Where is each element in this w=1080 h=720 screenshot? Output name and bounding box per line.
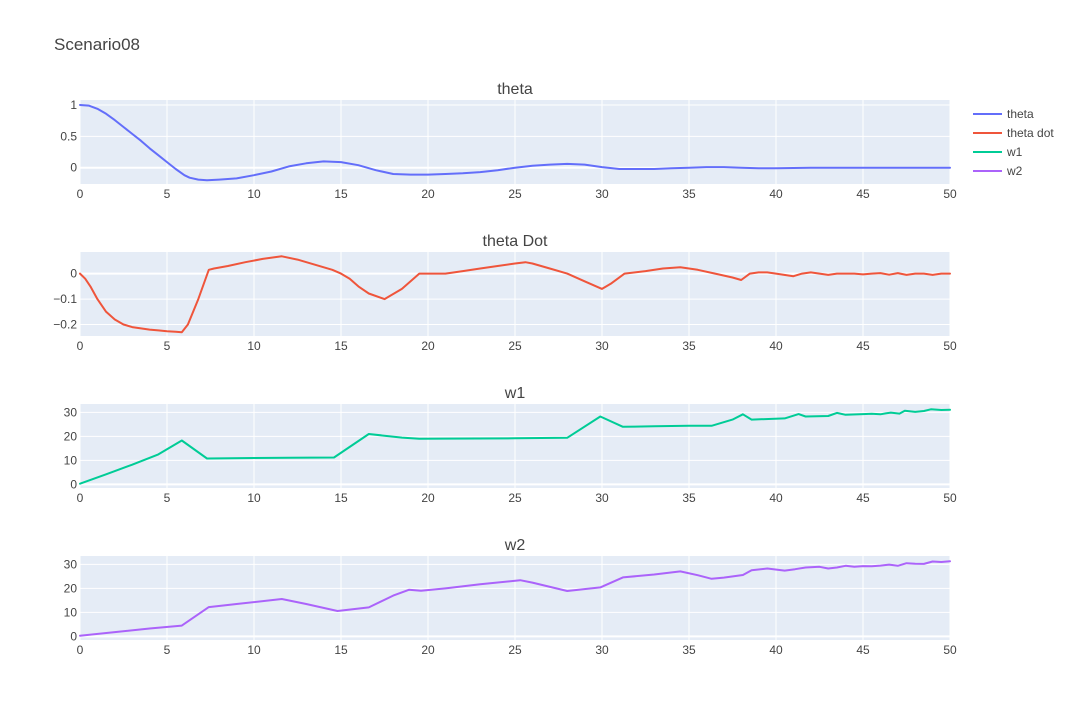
subplot-4-y-tick-label: 30 (64, 557, 78, 571)
legend-label-w1: w1 (1006, 145, 1023, 159)
subplot-4-x-tick-label: 50 (943, 643, 957, 657)
subplot-3-x-tick-label: 15 (334, 491, 348, 505)
subplot-4-x-tick-label: 20 (421, 643, 435, 657)
subplot-4-x-tick-label: 15 (334, 643, 348, 657)
subplot-2-series-line-theta-dot[interactable] (79, 255, 951, 334)
subplot-2-x-tick-label: 30 (595, 339, 609, 353)
subplot-3-series-line-w1[interactable] (79, 408, 951, 485)
legend-label-w2: w2 (1006, 164, 1023, 178)
subplot-4-x-tick-label: 35 (682, 643, 696, 657)
legend-item-theta-dot[interactable]: theta dot (973, 126, 1054, 140)
subplot-4-y-tick-label: 10 (64, 605, 78, 619)
subplot-3-x-tick-label: 25 (508, 491, 522, 505)
subplot-4-y-tick-label: 20 (64, 581, 78, 595)
subplot-2-x-tick-label: 45 (856, 339, 870, 353)
subplot-4: 0 5 10 15 20 25 30 35 40 45 50 0 10 20 30 w2 (64, 537, 957, 657)
subplot-1: 0 5 10 15 20 25 30 35 40 45 50 0 0.5 1 theta (60, 81, 957, 201)
subplot-1-x-tick-label: 40 (769, 187, 783, 201)
subplot-2-title: theta Dot (483, 233, 548, 250)
subplot-3-y-tick-label: 30 (64, 405, 78, 419)
subplot-1-title: theta (497, 81, 533, 98)
subplot-2-x-tick-label: 25 (508, 339, 522, 353)
subplot-4-x-tick-label: 40 (769, 643, 783, 657)
subplot-1-x-tick-label: 30 (595, 187, 609, 201)
subplot-4-x-tick-label: 0 (77, 643, 84, 657)
subplot-2-y-tick-label: −0.2 (53, 318, 77, 332)
subplot-3-y-tick-label: 10 (64, 453, 78, 467)
subplot-1-x-tick-label: 20 (421, 187, 435, 201)
subplot-4-y-tick-label: 0 (70, 629, 77, 643)
subplot-1-x-tick-label: 0 (77, 187, 84, 201)
subplot-2-x-tick-label: 20 (421, 339, 435, 353)
subplot-3-x-tick-label: 5 (164, 491, 171, 505)
subplot-3-x-tick-label: 20 (421, 491, 435, 505)
chart-title: Scenario08 (54, 35, 140, 54)
subplot-1-x-tick-label: 50 (943, 187, 957, 201)
legend-label-theta-dot: theta dot (1007, 126, 1054, 140)
subplot-4-x-tick-label: 30 (595, 643, 609, 657)
subplot-2-x-tick-label: 50 (943, 339, 957, 353)
subplot-2-x-tick-label: 0 (77, 339, 84, 353)
subplot-1-x-tick-label: 10 (247, 187, 261, 201)
subplot-1-y-tick-label: 1 (70, 98, 77, 112)
legend-label-theta: theta (1007, 107, 1034, 121)
subplot-2-x-tick-label: 5 (164, 339, 171, 353)
subplot-3-x-tick-label: 0 (77, 491, 84, 505)
subplot-4-series-line-w2[interactable] (79, 560, 951, 637)
subplot-2: 0 5 10 15 20 25 30 35 40 45 50 0 −0.1 −0.2 theta Dot (53, 233, 957, 353)
subplot-3-y-tick-label: 20 (64, 429, 78, 443)
subplot-2-x-tick-label: 35 (682, 339, 696, 353)
subplot-3-x-tick-label: 50 (943, 491, 957, 505)
legend-item-theta[interactable]: theta (973, 107, 1034, 121)
subplot-1-x-tick-label: 45 (856, 187, 870, 201)
subplot-3-x-tick-label: 40 (769, 491, 783, 505)
subplot-1-y-tick-label: 0.5 (60, 129, 77, 143)
subplot-2-x-tick-label: 15 (334, 339, 348, 353)
subplot-3-y-tick-label: 0 (70, 477, 77, 491)
subplot-2-y-tick-label: 0 (70, 267, 77, 281)
subplot-1-x-tick-label: 5 (164, 187, 171, 201)
subplot-1-x-tick-label: 35 (682, 187, 696, 201)
subplot-3-title: w1 (504, 385, 526, 402)
subplot-4-x-tick-label: 45 (856, 643, 870, 657)
legend-item-w2[interactable]: w2 (973, 164, 1023, 178)
subplot-3: 0 5 10 15 20 25 30 35 40 45 50 0 10 20 30 w1 (64, 385, 957, 505)
subplot-3-x-tick-label: 35 (682, 491, 696, 505)
subplot-1-x-tick-label: 25 (508, 187, 522, 201)
subplot-1-y-tick-label: 0 (70, 161, 77, 175)
subplot-2-y-tick-label: −0.1 (53, 292, 77, 306)
subplot-2-x-tick-label: 40 (769, 339, 783, 353)
subplot-4-x-tick-label: 5 (164, 643, 171, 657)
subplot-4-x-tick-label: 25 (508, 643, 522, 657)
subplot-1-x-tick-label: 15 (334, 187, 348, 201)
subplot-3-x-tick-label: 30 (595, 491, 609, 505)
legend[interactable]: theta theta dot w1 w2 (973, 107, 1054, 178)
subplot-4-x-tick-label: 10 (247, 643, 261, 657)
subplot-3-x-tick-label: 45 (856, 491, 870, 505)
subplot-4-title: w2 (504, 537, 526, 554)
subplot-3-x-tick-label: 10 (247, 491, 261, 505)
subplot-1-series-line-theta[interactable] (79, 104, 951, 182)
subplot-2-x-tick-label: 10 (247, 339, 261, 353)
legend-item-w1[interactable]: w1 (973, 145, 1023, 159)
